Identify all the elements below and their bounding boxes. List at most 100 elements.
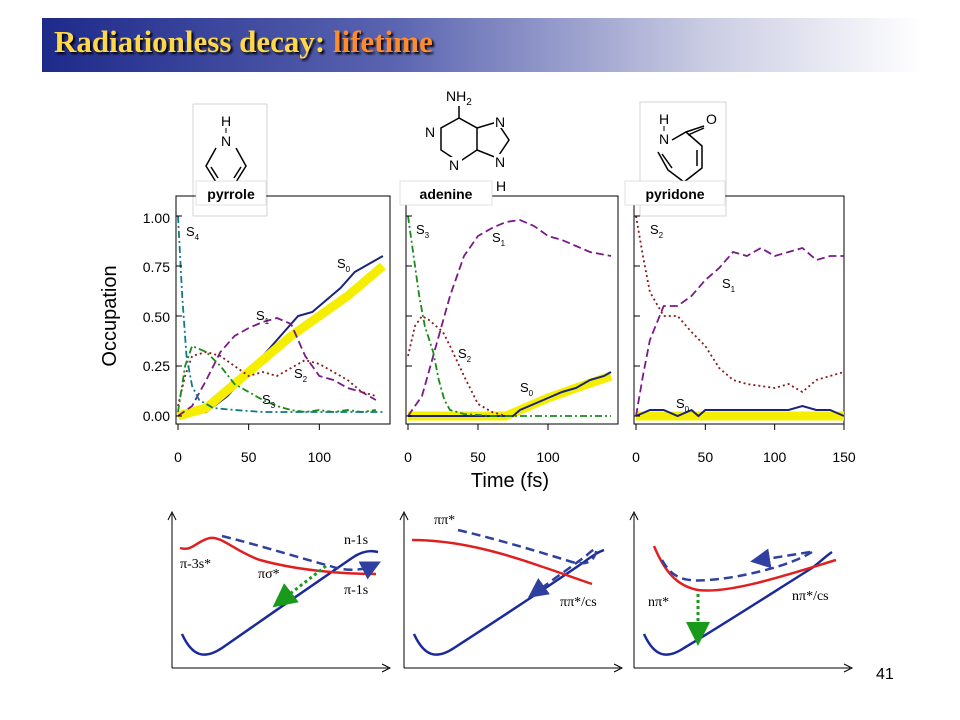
series-line-s0 — [635, 404, 845, 418]
axis-arrowhead — [399, 510, 409, 521]
state-label: S1 — [256, 308, 270, 326]
series-line-s0 — [408, 371, 612, 417]
x-tick-label: 100 — [763, 449, 787, 465]
molecule-tag-box — [195, 180, 267, 206]
excited-state-curve — [652, 545, 837, 592]
axis-arrowhead — [167, 510, 177, 521]
y-tick-label: 0.50 — [143, 309, 170, 325]
molecule-tag: pyrrole — [207, 186, 255, 202]
state-label: S0 — [676, 396, 690, 414]
pes-label-npics: nπ*/cs — [792, 589, 829, 604]
potential-panel-pyridone: nπ* nπ*/cs — [629, 510, 854, 673]
state-label: S1 — [722, 276, 736, 294]
pes-label-pisigma: πσ* — [258, 567, 280, 582]
potential-panel-pyrrole: π-3s* πσ* n-1s π-1s — [167, 510, 392, 673]
state-label: S2 — [458, 346, 472, 364]
x-tick-label: 50 — [698, 449, 714, 465]
pyridone-N: N — [659, 131, 669, 147]
y-tick-label: 1.00 — [143, 210, 170, 226]
pes-label-pi1s: π-1s — [344, 583, 368, 598]
y-tick-label: 0.25 — [143, 358, 170, 374]
y-axis-label: Occupation — [99, 265, 121, 366]
x-tick-label: 100 — [536, 449, 560, 465]
molecule-tag: adenine — [420, 186, 473, 202]
potential-panel-adenine: ππ* ππ*/cs — [399, 510, 624, 673]
state-labels: S2 S1 S0 — [650, 222, 736, 414]
state-label: S3 — [416, 222, 430, 240]
ground-state-curve — [412, 548, 605, 656]
x-tick-label: 50 — [470, 449, 486, 465]
series-line-s1 — [177, 317, 377, 417]
decay-path — [660, 550, 813, 582]
molecule-tag: pyridone — [645, 186, 704, 202]
series-line-s1 — [635, 246, 844, 417]
state-label: S3 — [262, 392, 276, 410]
decay-path-arrow — [221, 534, 381, 580]
x-tick-label: 0 — [174, 449, 182, 465]
pyridone-O: O — [706, 111, 717, 127]
series-line-s0 — [177, 255, 384, 417]
series-line-s3 — [407, 215, 611, 417]
pyrrole-H: H — [221, 113, 231, 129]
axis-arrowhead — [613, 663, 624, 673]
x-tick-label: 150 — [832, 449, 856, 465]
adenine-N1: N — [425, 124, 435, 140]
adenine-N9: N — [495, 154, 505, 170]
series-line-s4 — [177, 215, 383, 413]
slide-title: Radiationless decay: lifetime — [54, 24, 433, 60]
x-tick-label: 0 — [632, 449, 640, 465]
pes-label-pipics: ππ*/cs — [560, 595, 597, 610]
state-label: S1 — [492, 230, 506, 248]
pes-label-pi3s: π-3s* — [180, 557, 211, 572]
axis-arrowhead — [843, 663, 854, 673]
adenine-occupation-chart: adenine S3 S1 S2 S0 0 50 100 — [399, 180, 619, 465]
state-label: S4 — [186, 224, 200, 242]
axis-arrowhead — [629, 510, 639, 521]
pes-label-n1s: n-1s — [344, 533, 368, 548]
ground-state-curve — [642, 550, 833, 656]
state-labels: S4 S0 S1 S2 S3 — [186, 224, 351, 410]
page-number: 41 — [876, 666, 894, 683]
x-tick-label: 50 — [241, 449, 257, 465]
title-accent: lifetime — [333, 24, 433, 59]
y-tick-label: 0.00 — [143, 408, 170, 424]
state-label: S2 — [650, 222, 664, 240]
adenine-N7: N — [495, 114, 505, 130]
series-line-s2 — [635, 215, 845, 394]
decay-path-arrow — [457, 528, 598, 598]
chart-frame — [405, 195, 619, 425]
title-band — [42, 18, 922, 72]
chart-frame — [633, 195, 845, 425]
state-label: S0 — [520, 380, 534, 398]
x-tick-label: 100 — [308, 449, 332, 465]
pyrrole-occupation-chart: pyrrole S4 S0 S1 S2 S3 0 50 100 — [174, 180, 391, 465]
molecule-tag-box — [624, 180, 726, 206]
pyridone-occupation-chart: pyridone S2 S1 S0 0 50 100 150 — [624, 180, 856, 465]
pyridone-H: H — [659, 111, 669, 127]
adenine-N3: N — [449, 157, 459, 173]
state-labels: S3 S1 S2 S0 — [416, 222, 534, 398]
chart-frame — [175, 195, 391, 425]
pes-label-npi: nπ* — [648, 595, 669, 610]
title-main: Radiationless decay: — [54, 24, 326, 59]
adenine-NH2: NH2 — [446, 88, 472, 108]
green-branch-arrow — [272, 564, 327, 608]
ground-state-curve — [180, 549, 379, 656]
series-line-s3 — [177, 344, 377, 413]
pes-label-pipi: ππ* — [434, 513, 455, 528]
decay-path-arrow — [750, 548, 811, 569]
y-tick-label: 0.75 — [143, 259, 170, 275]
series-line-s2 — [407, 314, 507, 417]
x-tick-label: 0 — [404, 449, 412, 465]
excited-state-curve — [179, 536, 377, 576]
pyrrole-N: N — [221, 133, 231, 149]
state-label: S0 — [337, 256, 351, 274]
series-line-s0-band — [176, 262, 386, 421]
y-tick-labels: 0.00 0.25 0.50 0.75 1.00 — [143, 210, 170, 424]
axis-arrowhead — [381, 663, 392, 673]
x-axis-label: Time (fs) — [471, 470, 549, 492]
molecule-tag-box — [399, 180, 493, 206]
adenine-structure: NH2 N N N N H — [424, 88, 510, 194]
adenine-H: H — [496, 178, 506, 194]
